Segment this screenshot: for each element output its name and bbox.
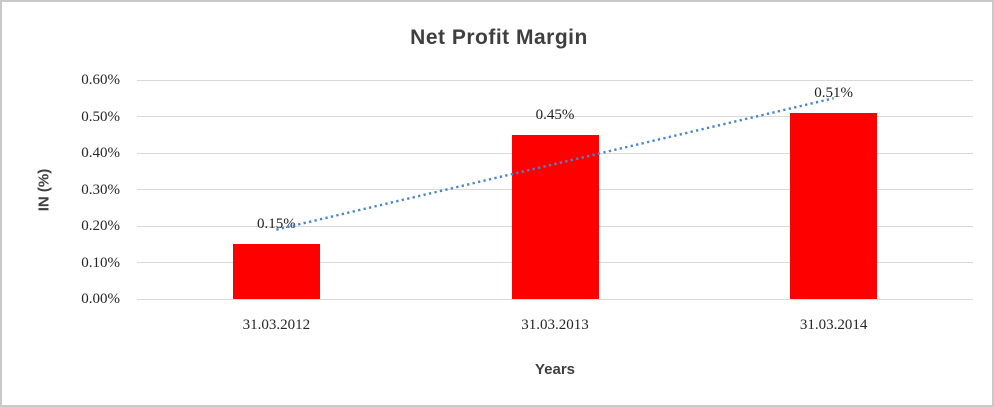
x-category-label: 31.03.2014 [799, 317, 868, 333]
y-tick-label: 0.40% [81, 145, 120, 161]
x-category-label: 31.03.2013 [521, 317, 589, 333]
plot-area: 0.15% 0.45% 0.51% [137, 79, 973, 300]
chart-title: Net Profit Margin [410, 26, 588, 49]
y-tick-label: 0.10% [81, 254, 120, 271]
y-tick-label: 0.30% [81, 181, 120, 198]
bar-31.03.2012[interactable] [232, 244, 320, 299]
gridline [137, 298, 973, 300]
x-category-label: 31.03.2012 [242, 317, 311, 333]
x-axis-title: Years [534, 361, 576, 378]
trendline [276, 97, 834, 231]
bar-31.03.2014[interactable] [790, 112, 878, 299]
data-label: 0.45% [535, 106, 575, 123]
y-tick-label: 0.00% [81, 291, 120, 307]
y-tick-label: 0.50% [81, 108, 120, 125]
y-tick-label: 0.60% [81, 72, 120, 88]
data-label: 0.15% [256, 216, 296, 233]
gridline [137, 79, 973, 81]
data-label: 0.51% [814, 84, 854, 101]
y-tick-label: 0.20% [81, 218, 120, 234]
bar-31.03.2013[interactable] [511, 134, 599, 299]
gridline [137, 116, 973, 117]
